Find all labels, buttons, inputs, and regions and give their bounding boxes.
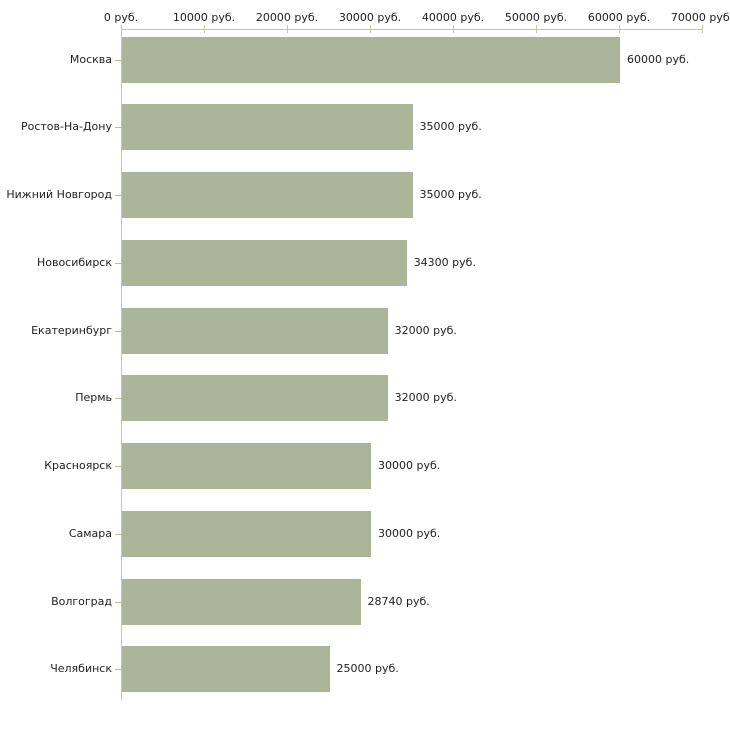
x-axis-tick-label: 20000 руб.: [255, 11, 319, 24]
y-axis-tick-mark: [115, 330, 121, 332]
category-label: Красноярск: [44, 459, 112, 472]
bar: [122, 510, 371, 557]
bar: [122, 375, 388, 422]
bar: [122, 239, 407, 286]
x-axis-tick-label: 50000 руб.: [504, 11, 568, 24]
bar: [122, 443, 371, 489]
category-label: Пермь: [75, 391, 112, 405]
y-axis-tick-mark: [115, 262, 121, 264]
bar: [122, 172, 413, 218]
y-axis-tick-mark: [115, 398, 121, 400]
value-label: 60000 руб.: [627, 52, 690, 66]
x-axis-tick-label: 0 руб.: [103, 11, 139, 24]
category-label: Екатеринбург: [31, 323, 112, 337]
y-axis-tick-mark: [115, 127, 121, 129]
value-label: 30000 руб.: [378, 526, 441, 540]
value-label: 32000 руб.: [394, 391, 457, 405]
y-axis-tick-mark: [115, 533, 121, 535]
value-label: 34300 руб.: [413, 255, 476, 269]
value-label: 25000 руб.: [336, 662, 399, 676]
value-label: 30000 руб.: [378, 459, 441, 472]
y-axis-tick-mark: [115, 601, 121, 603]
value-label: 32000 руб.: [394, 323, 457, 337]
x-axis-tick-label: 10000 руб.: [172, 11, 236, 24]
category-label: Ростов-На-Дону: [20, 120, 112, 134]
y-axis-tick-mark: [115, 466, 121, 467]
x-axis-tick-label: 40000 руб.: [421, 11, 485, 24]
x-axis-tick-label: 30000 руб.: [338, 11, 402, 24]
category-label: Челябинск: [50, 662, 112, 676]
x-axis-line: [121, 29, 703, 30]
y-axis-tick-mark: [115, 669, 121, 671]
category-label: Самара: [68, 526, 112, 540]
bar: [122, 307, 388, 354]
value-label: 35000 руб.: [419, 120, 482, 134]
y-axis-tick-mark: [115, 59, 121, 61]
bar: [122, 578, 361, 625]
x-axis-tick-label: 70000 руб.: [670, 11, 730, 24]
y-axis-tick-mark: [115, 195, 121, 196]
value-label: 28740 руб.: [367, 594, 430, 608]
bar: [122, 104, 413, 151]
x-axis-tick-label: 60000 руб.: [587, 11, 651, 24]
category-label: Нижний Новгород: [6, 188, 112, 201]
category-label: Волгоград: [51, 594, 112, 608]
category-label: Москва: [69, 52, 112, 66]
value-label: 35000 руб.: [419, 188, 482, 201]
bar: [122, 36, 620, 83]
y-axis-line: [121, 29, 122, 700]
bar: [122, 646, 330, 693]
category-label: Новосибирск: [36, 255, 112, 269]
